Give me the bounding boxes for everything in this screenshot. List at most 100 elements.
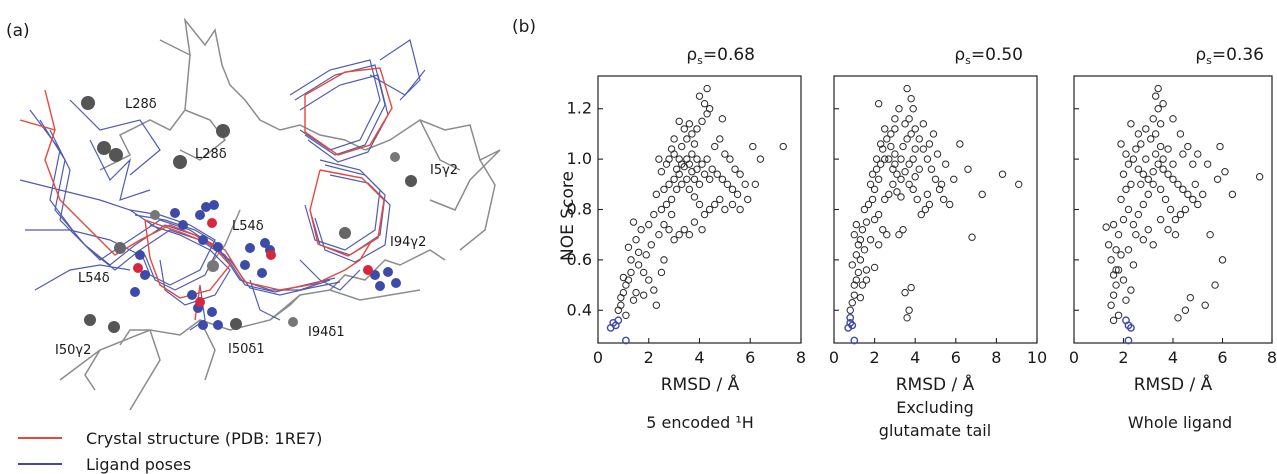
data-point bbox=[1154, 84, 1162, 93]
data-point bbox=[744, 195, 752, 204]
data-point bbox=[703, 84, 711, 93]
residue-label: L28δ bbox=[195, 147, 227, 162]
data-point bbox=[1139, 170, 1148, 178]
data-point bbox=[876, 160, 885, 168]
data-point bbox=[756, 155, 765, 163]
y-tick-label: 1.2 bbox=[567, 99, 592, 118]
data-point bbox=[667, 145, 676, 153]
data-point bbox=[652, 190, 661, 199]
y-tick-label: 0.6 bbox=[567, 250, 592, 269]
data-point bbox=[1169, 175, 1177, 183]
data-point bbox=[901, 168, 909, 176]
data-point bbox=[675, 117, 683, 126]
x-tick-label: 2 bbox=[1118, 348, 1128, 367]
data-point bbox=[925, 140, 934, 148]
data-point bbox=[946, 200, 954, 209]
data-point bbox=[632, 288, 640, 297]
residue-label: L28δ bbox=[125, 97, 157, 112]
data-point bbox=[1179, 185, 1187, 194]
data-point bbox=[1127, 120, 1135, 128]
data-point bbox=[1159, 155, 1167, 163]
data-point bbox=[1149, 180, 1157, 189]
data-point bbox=[915, 135, 923, 143]
data-point bbox=[897, 175, 905, 183]
highlight-point bbox=[614, 316, 623, 325]
data-point bbox=[645, 220, 653, 229]
data-point bbox=[856, 256, 865, 264]
data-point bbox=[903, 84, 911, 93]
data-point bbox=[927, 165, 936, 173]
data-point bbox=[708, 165, 716, 173]
data-point bbox=[1139, 236, 1148, 244]
data-point bbox=[870, 263, 879, 272]
data-point bbox=[1154, 160, 1162, 168]
highlight-point bbox=[1127, 323, 1135, 332]
data-point bbox=[1194, 150, 1202, 158]
plot-frame bbox=[833, 75, 1038, 344]
data-point bbox=[903, 314, 911, 322]
data-point bbox=[639, 268, 648, 277]
data-point bbox=[891, 115, 899, 123]
data-point bbox=[1169, 115, 1177, 123]
data-point bbox=[1114, 230, 1123, 239]
data-point bbox=[901, 288, 909, 297]
data-point bbox=[1159, 165, 1167, 173]
data-point bbox=[751, 180, 760, 189]
data-point bbox=[688, 150, 696, 158]
residue-label: I50δ1 bbox=[228, 342, 265, 357]
data-point bbox=[693, 155, 701, 163]
data-point bbox=[1112, 246, 1120, 254]
data-point bbox=[678, 160, 686, 168]
data-point bbox=[670, 236, 678, 244]
data-point bbox=[883, 230, 891, 239]
data-point bbox=[1189, 160, 1197, 168]
data-point bbox=[939, 195, 948, 204]
highlight-point bbox=[622, 336, 630, 345]
data-point bbox=[680, 125, 688, 133]
data-point bbox=[1132, 145, 1140, 153]
legend-label-crystal: Crystal structure (PDB: 1RE7) bbox=[86, 429, 322, 448]
data-point bbox=[690, 140, 699, 148]
data-point bbox=[1122, 150, 1130, 158]
data-point bbox=[1107, 301, 1115, 309]
data-point bbox=[685, 230, 694, 239]
data-point bbox=[657, 268, 666, 277]
data-point bbox=[632, 236, 640, 244]
data-point bbox=[1184, 190, 1192, 199]
data-point bbox=[1171, 215, 1180, 224]
data-point bbox=[852, 276, 861, 284]
data-point bbox=[889, 165, 897, 173]
data-point bbox=[1176, 210, 1185, 219]
data-point bbox=[850, 281, 858, 289]
data-point bbox=[919, 120, 928, 128]
data-point bbox=[1112, 266, 1120, 274]
x-tick-label: 4 bbox=[910, 348, 920, 367]
data-point bbox=[1117, 195, 1125, 204]
data-point bbox=[670, 135, 678, 143]
panel-caption: Excluding bbox=[896, 398, 974, 417]
data-point bbox=[911, 125, 919, 133]
data-point bbox=[870, 215, 879, 224]
data-point bbox=[968, 233, 976, 241]
data-point bbox=[901, 120, 909, 128]
data-point bbox=[917, 210, 925, 219]
data-point bbox=[891, 150, 899, 158]
data-point bbox=[675, 230, 683, 239]
data-point bbox=[862, 218, 871, 226]
data-point bbox=[624, 243, 633, 251]
data-point bbox=[1144, 175, 1152, 183]
data-point bbox=[923, 155, 932, 163]
data-point bbox=[637, 225, 645, 234]
plot-frame bbox=[597, 75, 802, 344]
data-point bbox=[887, 142, 895, 151]
data-point bbox=[1142, 155, 1150, 163]
residue-label: L54δ bbox=[232, 219, 264, 234]
data-point bbox=[1147, 135, 1155, 143]
data-point bbox=[1199, 190, 1207, 199]
data-point bbox=[915, 165, 923, 173]
data-point bbox=[711, 200, 719, 209]
x-tick-label: 0 bbox=[829, 348, 839, 367]
data-point bbox=[629, 296, 638, 304]
data-point bbox=[1184, 142, 1192, 151]
data-point bbox=[905, 180, 913, 189]
